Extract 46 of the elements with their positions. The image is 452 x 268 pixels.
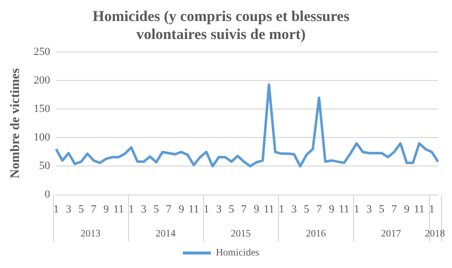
text: 2015 xyxy=(230,228,251,240)
y-tick-label: 250 xyxy=(34,46,51,58)
x-tick-label: 11 xyxy=(188,203,200,216)
x-tick-label: 5 xyxy=(228,203,235,216)
x-tick-label: 1 xyxy=(278,203,284,216)
y-tick-label: 200 xyxy=(34,74,51,86)
text: 2018 xyxy=(424,228,445,240)
y-tick-label: 50 xyxy=(39,160,51,172)
x-tick-label: 5 xyxy=(378,203,385,216)
x-tick-label: 1 xyxy=(53,203,59,216)
x-tick-label: 9 xyxy=(178,203,185,216)
y-axis-title: Nombre de victimes xyxy=(7,68,22,179)
y-tick-label: 100 xyxy=(34,132,51,144)
x-tick-label: 7 xyxy=(391,203,398,216)
y-tick-label: 0 xyxy=(44,188,51,201)
x-tick-label: 3 xyxy=(291,203,298,216)
x-tick-label: 7 xyxy=(316,203,322,216)
text: 2017 xyxy=(381,228,402,240)
x-tick-label: 3 xyxy=(66,203,72,216)
x-tick-label: 3 xyxy=(366,203,372,216)
chart-title: Homicides (y compris coups et blessures volontaires suivis de mort) xyxy=(92,8,350,43)
y-tick-label: 150 xyxy=(34,103,51,116)
x-tick-label: 5 xyxy=(304,203,310,216)
x-tick-label: 9 xyxy=(103,203,110,216)
x-tick-label: 7 xyxy=(90,203,97,216)
x-tick-label: 1 xyxy=(128,203,134,216)
text: 2016 xyxy=(306,228,326,240)
x-tick-label: 5 xyxy=(154,203,160,216)
x-tick-label: 9 xyxy=(404,203,410,216)
x-tick-label: 11 xyxy=(414,203,425,216)
x-tick-label: 1 xyxy=(354,203,360,216)
legend-label: Homicides xyxy=(216,248,260,259)
x-tick-label: 3 xyxy=(216,203,222,216)
x-tick-label: 11 xyxy=(264,203,274,216)
x-tick-label: 1 xyxy=(428,203,434,216)
x-tick-label: 7 xyxy=(241,203,248,216)
x-tick-label: 11 xyxy=(338,203,350,216)
text: 2013 xyxy=(80,228,101,240)
x-tick-label: 9 xyxy=(328,203,335,216)
text: 2014 xyxy=(156,228,176,240)
x-tick-label: 11 xyxy=(113,203,124,216)
x-tick-label: 7 xyxy=(166,203,172,216)
x-tick-label: 1 xyxy=(204,203,210,216)
x-tick-label: 5 xyxy=(78,203,84,216)
x-tick-label: 9 xyxy=(254,203,260,216)
x-tick-label: 3 xyxy=(141,203,147,216)
